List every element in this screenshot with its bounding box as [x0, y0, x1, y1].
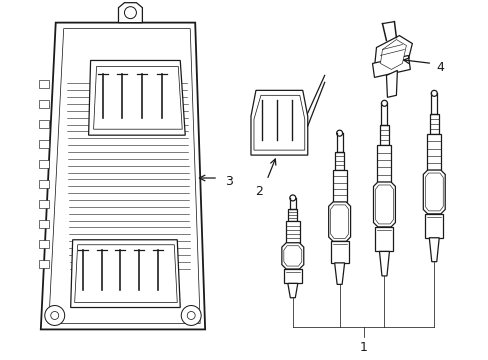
Text: 3: 3: [224, 175, 232, 189]
Polygon shape: [253, 95, 304, 150]
Polygon shape: [281, 243, 303, 269]
Text: 1: 1: [359, 341, 366, 354]
Circle shape: [124, 7, 136, 19]
Polygon shape: [380, 40, 406, 69]
Polygon shape: [373, 182, 395, 227]
Polygon shape: [377, 145, 390, 182]
Polygon shape: [250, 90, 307, 155]
Polygon shape: [334, 263, 344, 284]
Circle shape: [336, 130, 342, 136]
Polygon shape: [330, 241, 348, 263]
Bar: [39, 240, 49, 248]
Polygon shape: [334, 152, 344, 170]
Polygon shape: [425, 214, 442, 238]
Circle shape: [381, 100, 386, 106]
Circle shape: [45, 306, 64, 325]
Bar: [39, 200, 49, 208]
Circle shape: [181, 306, 201, 325]
Bar: [39, 220, 49, 228]
Bar: [39, 100, 49, 108]
Polygon shape: [379, 125, 388, 145]
Polygon shape: [41, 23, 205, 329]
Text: 2: 2: [254, 185, 263, 198]
Polygon shape: [374, 36, 411, 75]
Polygon shape: [372, 55, 409, 77]
Bar: [39, 80, 49, 88]
Circle shape: [51, 311, 59, 319]
Polygon shape: [386, 71, 397, 97]
Polygon shape: [283, 269, 301, 283]
Polygon shape: [429, 114, 438, 134]
Polygon shape: [285, 221, 299, 243]
Circle shape: [430, 90, 436, 96]
Polygon shape: [88, 60, 185, 135]
Text: 4: 4: [435, 61, 443, 74]
Bar: [39, 120, 49, 128]
Bar: [39, 160, 49, 168]
Polygon shape: [287, 283, 297, 298]
Polygon shape: [118, 3, 142, 23]
Polygon shape: [375, 227, 393, 251]
Polygon shape: [49, 28, 200, 323]
Polygon shape: [332, 170, 346, 202]
Circle shape: [187, 311, 195, 319]
Bar: [39, 260, 49, 268]
Polygon shape: [379, 251, 388, 276]
Polygon shape: [423, 170, 444, 214]
Polygon shape: [428, 238, 438, 262]
Polygon shape: [427, 134, 440, 170]
Polygon shape: [288, 209, 297, 221]
Bar: [39, 140, 49, 148]
Bar: [39, 180, 49, 188]
Polygon shape: [328, 202, 350, 241]
Circle shape: [289, 195, 295, 201]
Polygon shape: [75, 245, 177, 302]
Polygon shape: [93, 67, 182, 129]
Polygon shape: [71, 240, 180, 307]
